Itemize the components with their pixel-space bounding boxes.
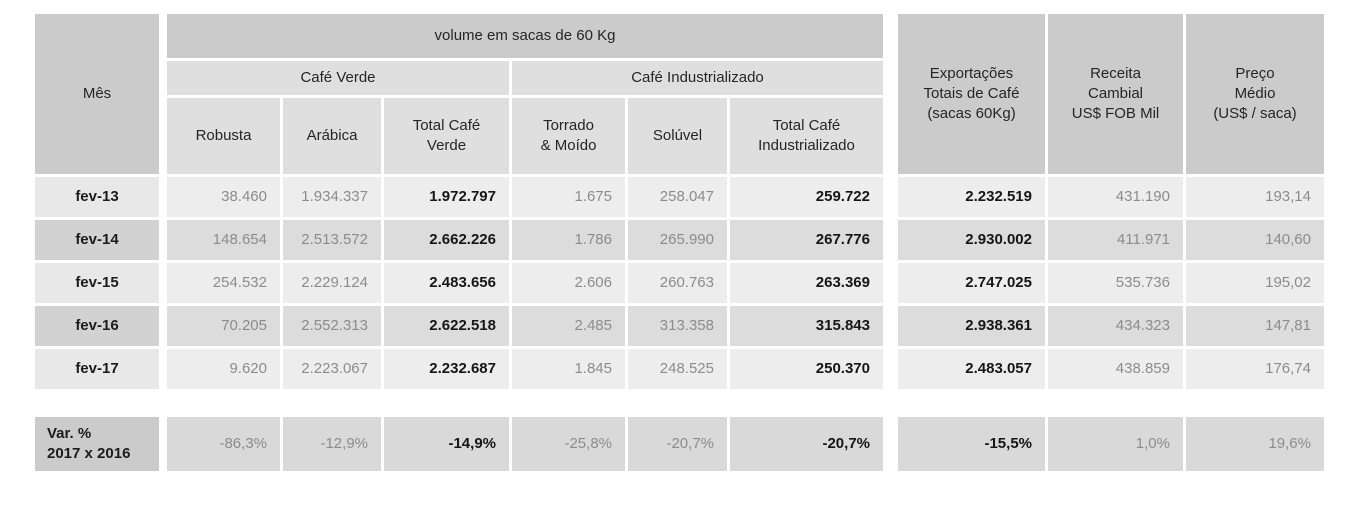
cell-fev13-total-industrializado: 259.722	[730, 177, 883, 217]
cell-var-total-verde: -14,9%	[384, 417, 509, 471]
cell-fev13-total-verde: 1.972.797	[384, 177, 509, 217]
cell-fev14-preco: 140,60	[1186, 220, 1324, 260]
column-header-robusta: Robusta	[167, 98, 280, 174]
cell-fev16-total-industrializado: 315.843	[730, 306, 883, 346]
cell-fev16-torrado: 2.485	[512, 306, 625, 346]
column-header-preco-medio: Preço Médio (US$ / saca)	[1186, 14, 1324, 174]
volume-header-group: volume em sacas de 60 Kg Café Verde Café…	[167, 14, 883, 174]
cell-var-arabica: -12,9%	[283, 417, 381, 471]
column-header-mes: Mês	[35, 14, 159, 174]
cell-var-receita: 1,0%	[1048, 417, 1183, 471]
row-label-fev14: fev-14	[35, 220, 159, 260]
cell-fev16-preco: 147,81	[1186, 306, 1324, 346]
cell-var-torrado: -25,8%	[512, 417, 625, 471]
cell-fev16-total-verde: 2.622.518	[384, 306, 509, 346]
cell-fev17-receita: 438.859	[1048, 349, 1183, 389]
row-label-fev13: fev-13	[35, 177, 159, 217]
column-header-total-cafe-industrializado: Total Café Industrializado	[730, 98, 883, 174]
cell-var-robusta: -86,3%	[167, 417, 280, 471]
cell-var-preco: 19,6%	[1186, 417, 1324, 471]
cell-fev14-total-industrializado: 267.776	[730, 220, 883, 260]
cell-var-total-industrializado: -20,7%	[730, 417, 883, 471]
group-header-cafe-verde: Café Verde	[167, 61, 509, 95]
cell-fev15-arabica: 2.229.124	[283, 263, 381, 303]
cell-var-exportacoes: -15,5%	[898, 417, 1045, 471]
cell-fev16-robusta: 70.205	[167, 306, 280, 346]
cell-fev17-total-industrializado: 250.370	[730, 349, 883, 389]
column-header-soluvel: Solúvel	[628, 98, 727, 174]
cell-fev14-torrado: 1.786	[512, 220, 625, 260]
row-label-fev15: fev-15	[35, 263, 159, 303]
column-header-torrado-moido: Torrado & Moído	[512, 98, 625, 174]
cell-fev13-soluvel: 258.047	[628, 177, 727, 217]
cell-fev15-total-industrializado: 263.369	[730, 263, 883, 303]
group-header-volume: volume em sacas de 60 Kg	[167, 14, 883, 58]
cell-fev16-exportacoes: 2.938.361	[898, 306, 1045, 346]
column-header-exportacoes-totais: Exportações Totais de Café (sacas 60Kg)	[898, 14, 1045, 174]
cell-fev15-total-verde: 2.483.656	[384, 263, 509, 303]
row-label-variation: Var. % 2017 x 2016	[35, 417, 159, 471]
cell-fev15-preco: 195,02	[1186, 263, 1324, 303]
cell-fev13-torrado: 1.675	[512, 177, 625, 217]
cell-fev13-preco: 193,14	[1186, 177, 1324, 217]
cell-fev17-robusta: 9.620	[167, 349, 280, 389]
cell-fev16-receita: 434.323	[1048, 306, 1183, 346]
cell-fev16-arabica: 2.552.313	[283, 306, 381, 346]
row-label-fev16: fev-16	[35, 306, 159, 346]
cell-fev14-receita: 411.971	[1048, 220, 1183, 260]
cell-fev15-torrado: 2.606	[512, 263, 625, 303]
cell-fev13-arabica: 1.934.337	[283, 177, 381, 217]
column-header-arabica: Arábica	[283, 98, 381, 174]
coffee-export-table: Mês volume em sacas de 60 Kg Café Verde …	[35, 14, 1324, 471]
cell-fev17-arabica: 2.223.067	[283, 349, 381, 389]
cell-fev14-total-verde: 2.662.226	[384, 220, 509, 260]
cell-fev15-receita: 535.736	[1048, 263, 1183, 303]
cell-fev17-preco: 176,74	[1186, 349, 1324, 389]
cell-fev14-arabica: 2.513.572	[283, 220, 381, 260]
cell-fev13-receita: 431.190	[1048, 177, 1183, 217]
group-header-cafe-industrializado: Café Industrializado	[512, 61, 883, 95]
cell-fev17-torrado: 1.845	[512, 349, 625, 389]
cell-fev14-soluvel: 265.990	[628, 220, 727, 260]
cell-fev14-robusta: 148.654	[167, 220, 280, 260]
cell-fev17-soluvel: 248.525	[628, 349, 727, 389]
cell-fev15-soluvel: 260.763	[628, 263, 727, 303]
row-label-fev17: fev-17	[35, 349, 159, 389]
cell-fev16-soluvel: 313.358	[628, 306, 727, 346]
cell-var-soluvel: -20,7%	[628, 417, 727, 471]
cell-fev13-exportacoes: 2.232.519	[898, 177, 1045, 217]
column-header-receita-cambial: Receita Cambial US$ FOB Mil	[1048, 14, 1183, 174]
cell-fev14-exportacoes: 2.930.002	[898, 220, 1045, 260]
column-header-total-cafe-verde: Total Café Verde	[384, 98, 509, 174]
cell-fev17-exportacoes: 2.483.057	[898, 349, 1045, 389]
cell-fev15-exportacoes: 2.747.025	[898, 263, 1045, 303]
cell-fev17-total-verde: 2.232.687	[384, 349, 509, 389]
cell-fev13-robusta: 38.460	[167, 177, 280, 217]
cell-fev15-robusta: 254.532	[167, 263, 280, 303]
